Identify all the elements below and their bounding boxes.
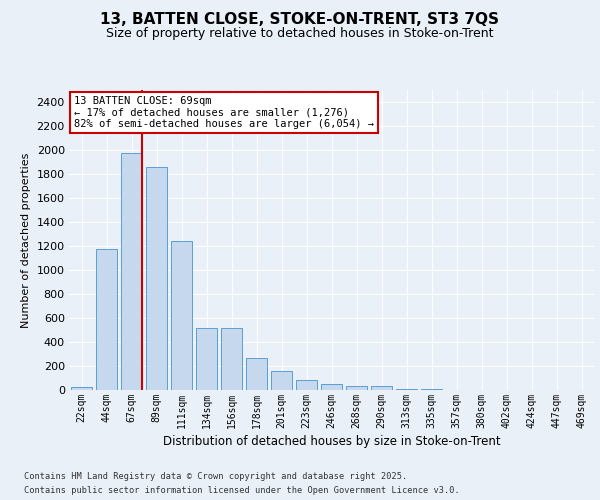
Bar	[396, 389, 417, 390]
Text: Size of property relative to detached houses in Stoke-on-Trent: Size of property relative to detached ho…	[106, 28, 494, 40]
Bar	[196, 328, 217, 390]
Bar	[371, 386, 392, 390]
Text: 13 BATTEN CLOSE: 69sqm
← 17% of detached houses are smaller (1,276)
82% of semi-: 13 BATTEN CLOSE: 69sqm ← 17% of detached…	[74, 96, 374, 129]
Y-axis label: Number of detached properties: Number of detached properties	[21, 152, 31, 328]
Text: Contains public sector information licensed under the Open Government Licence v3: Contains public sector information licen…	[24, 486, 460, 495]
Bar	[71, 388, 92, 390]
Bar	[246, 358, 267, 390]
Bar	[221, 328, 242, 390]
X-axis label: Distribution of detached houses by size in Stoke-on-Trent: Distribution of detached houses by size …	[163, 435, 500, 448]
Bar	[171, 240, 192, 390]
Bar	[346, 386, 367, 390]
Bar	[146, 168, 167, 390]
Bar	[96, 249, 117, 390]
Text: 13, BATTEN CLOSE, STOKE-ON-TRENT, ST3 7QS: 13, BATTEN CLOSE, STOKE-ON-TRENT, ST3 7Q…	[101, 12, 499, 28]
Bar	[321, 384, 342, 390]
Bar	[296, 380, 317, 390]
Bar	[271, 372, 292, 390]
Bar	[121, 153, 142, 390]
Text: Contains HM Land Registry data © Crown copyright and database right 2025.: Contains HM Land Registry data © Crown c…	[24, 472, 407, 481]
